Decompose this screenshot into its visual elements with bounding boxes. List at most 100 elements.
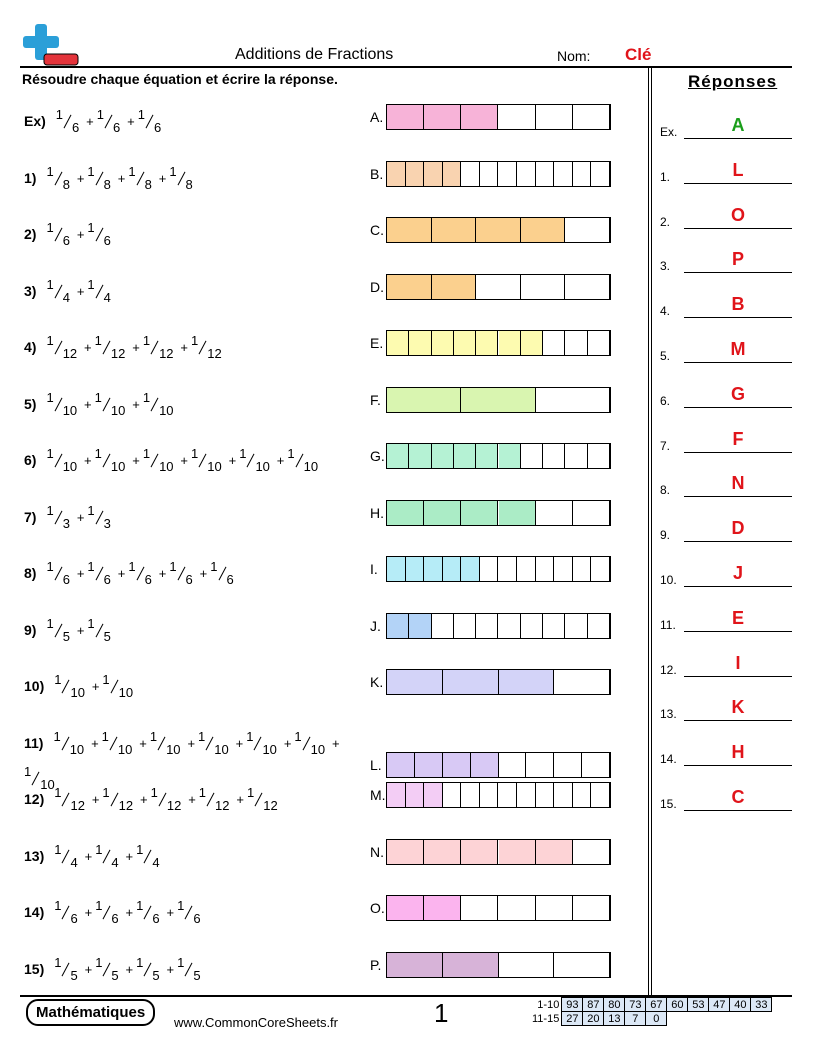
denominator: 12 <box>62 346 78 361</box>
fraction-slash <box>184 905 193 920</box>
plus-sign: + <box>187 735 196 751</box>
bar-cell <box>499 613 521 638</box>
bar-cell <box>521 444 544 468</box>
score-table: 1-10 93 87 80 73 67 60 53 47 40 33 11-15 27 20 13 7 0 <box>530 997 773 1026</box>
numerator: 1 <box>101 728 109 744</box>
answer-letter: K <box>731 697 745 718</box>
bar-cell <box>499 752 527 777</box>
fraction-slash <box>54 284 63 298</box>
fraction: 15 <box>177 952 200 987</box>
bar-letter: A. <box>370 109 384 125</box>
numerator: 1 <box>102 785 110 800</box>
bar-cell <box>424 500 462 525</box>
problem-label: 15) <box>24 960 45 977</box>
plus-sign: + <box>332 735 340 751</box>
name-label: Nom: <box>557 48 591 64</box>
fraction: 16 <box>128 556 151 591</box>
numerator: 1 <box>246 785 255 800</box>
logo <box>23 24 79 66</box>
fraction: 16 <box>169 556 192 591</box>
fraction-slash <box>136 566 145 581</box>
fraction-slash <box>54 171 63 185</box>
numerator: 1 <box>87 502 95 518</box>
answer-letter: J <box>732 563 743 583</box>
numerator: 1 <box>142 389 151 405</box>
bar-cell <box>387 161 406 186</box>
bar-cell <box>442 952 499 977</box>
fraction: 1 12 <box>102 782 133 817</box>
bar-cell <box>442 557 462 581</box>
denominator: 4 <box>70 854 78 870</box>
fraction-slash <box>95 566 104 581</box>
bar-cell <box>498 839 536 864</box>
fraction: 1 10 <box>246 726 277 761</box>
numerator: 1 <box>46 163 54 179</box>
bar-cell <box>387 387 462 412</box>
bar-cell <box>480 161 499 186</box>
bar-cell <box>565 274 610 299</box>
fraction: 1 10 <box>191 443 222 478</box>
answer-line <box>684 630 792 632</box>
footer-rule <box>20 995 792 997</box>
answer-label: 5. <box>660 349 671 363</box>
bar-cell <box>387 218 432 242</box>
fraction-slash <box>218 566 226 581</box>
fraction-slash <box>54 566 63 581</box>
answer-label: 14. <box>660 752 677 767</box>
numerator: 1 <box>24 763 32 779</box>
bar-cell <box>554 670 610 694</box>
bar-cell <box>526 752 555 777</box>
answer-letter: G <box>730 383 745 404</box>
answer-line <box>684 317 792 319</box>
bar-cell <box>582 752 610 777</box>
score-cell: 53 <box>687 997 710 1012</box>
bar-cell <box>536 161 555 186</box>
answer-label: 13. <box>660 707 677 722</box>
bar-cell <box>432 613 454 638</box>
fraction-slash <box>302 736 311 750</box>
bar-cell <box>461 105 499 129</box>
denominator: 6 <box>103 233 111 248</box>
answer-line <box>684 362 792 363</box>
bar-cell <box>443 783 462 807</box>
score-cell: 0 <box>645 1011 668 1026</box>
plus-sign: + <box>84 453 92 468</box>
bar-cell <box>517 161 536 186</box>
bar-cell <box>536 783 555 807</box>
denominator: 6 <box>70 911 78 926</box>
denominator: 12 <box>263 798 278 813</box>
numerator: 1 <box>294 728 302 744</box>
denominator: 10 <box>166 741 181 757</box>
fraction-slash <box>150 340 159 355</box>
answer-label: 9. <box>660 528 671 543</box>
title: Additions de Fractions <box>235 46 394 63</box>
bar-cell <box>499 896 536 920</box>
bar-cell <box>405 783 425 807</box>
fraction: 18 <box>128 161 151 196</box>
fraction-slash <box>158 792 167 807</box>
problem: 5) 1 10 +1 10 +1 10 <box>24 387 364 422</box>
problem-label: 14) <box>24 904 45 920</box>
bar-cell <box>431 218 477 242</box>
plus-sign: + <box>84 340 92 355</box>
bar-cell <box>591 783 610 807</box>
denominator: 4 <box>152 854 160 870</box>
numerator: 1 <box>95 841 103 857</box>
fraction: 1 12 <box>247 782 278 817</box>
bar-cell <box>461 896 499 920</box>
numerator: 1 <box>46 220 54 235</box>
plus-sign: + <box>91 735 99 751</box>
plus-sign: + <box>117 170 126 186</box>
denominator: 8 <box>144 176 152 192</box>
numerator: 1 <box>136 898 144 913</box>
answer-line <box>684 406 792 408</box>
numerator: 1 <box>210 559 218 574</box>
bar-cell <box>573 161 592 186</box>
bar-cell <box>431 444 454 468</box>
fraction-bar <box>386 273 611 300</box>
bar-letter: K. <box>370 674 384 690</box>
answer-label: 1. <box>660 169 671 184</box>
bar-cell <box>498 444 521 468</box>
answer-letter: L <box>732 159 744 180</box>
bar-cell <box>536 105 573 129</box>
